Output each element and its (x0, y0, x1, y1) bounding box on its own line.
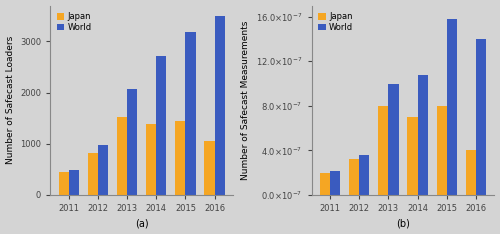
Y-axis label: Number of Safecast Loaders: Number of Safecast Loaders (6, 36, 15, 164)
Bar (360, 155, 370, 195)
Bar (214, 16, 225, 195)
X-axis label: (a): (a) (135, 219, 148, 228)
Bar (186, 32, 196, 195)
Bar (156, 56, 166, 195)
Bar (98, 145, 108, 195)
Bar (330, 172, 340, 195)
Bar (127, 89, 138, 195)
Bar (117, 117, 127, 195)
Bar (320, 173, 330, 195)
Bar (436, 106, 447, 195)
Bar (378, 106, 388, 195)
X-axis label: (b): (b) (396, 219, 410, 228)
Bar (175, 121, 186, 195)
Y-axis label: Number of Safecast Measurements: Number of Safecast Measurements (242, 21, 250, 180)
Bar (58, 172, 69, 195)
Bar (408, 117, 418, 195)
Bar (447, 19, 457, 195)
Bar (476, 39, 486, 195)
Legend: Japan, World: Japan, World (54, 10, 94, 34)
Bar (204, 141, 214, 195)
Legend: Japan, World: Japan, World (316, 10, 356, 34)
Bar (88, 153, 98, 195)
Bar (388, 84, 398, 195)
Bar (69, 170, 79, 195)
Bar (349, 159, 360, 195)
Bar (466, 150, 476, 195)
Bar (146, 124, 156, 195)
Bar (418, 75, 428, 195)
